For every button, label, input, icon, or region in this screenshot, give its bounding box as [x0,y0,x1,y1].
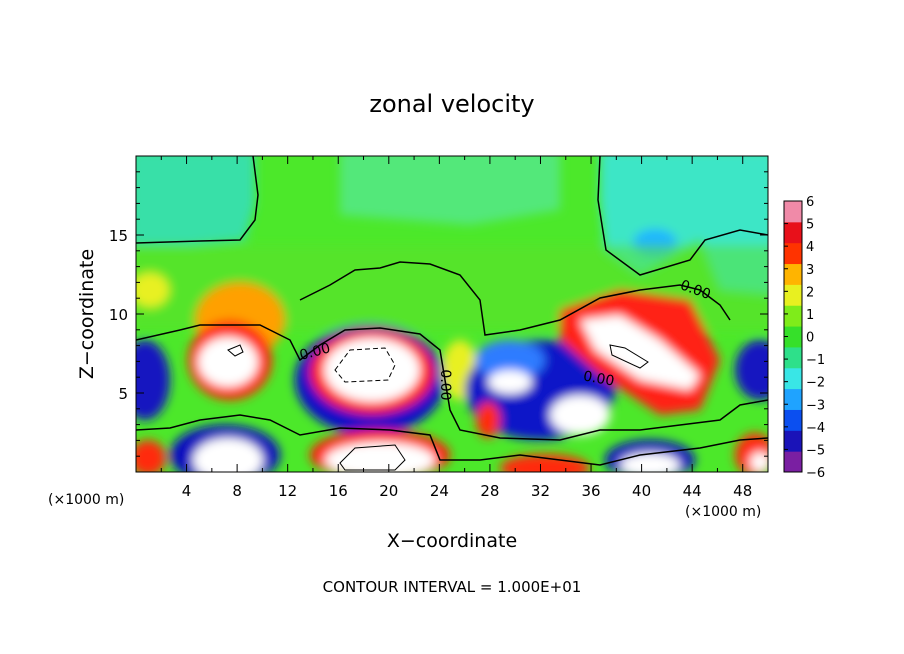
field-region-blue-right [735,340,768,400]
contour-label: 0.00 [437,369,453,400]
zero-contour-mid-band [136,324,768,441]
colorbar-label: 5 [806,218,814,233]
colorbar-label: −1 [806,353,825,368]
colorbar-label: −3 [806,398,825,413]
field-region-peak-right-low [750,452,768,472]
colorbar-swatch [784,242,802,265]
field-region-peak-40-low [620,453,680,472]
field-region-peak-29 [488,370,532,394]
colorbar-swatch [784,284,802,306]
field-region-peak-40 [580,315,700,390]
chart-title: zonal velocity [369,90,534,118]
x-tick-label: 48 [733,482,752,500]
y-axis: 5 10 15 [109,171,768,457]
x-tick-label: 8 [232,482,242,500]
colorbar-swatch [784,263,802,285]
colorbar-swatch [784,367,802,390]
zero-contour-lower-band [136,414,768,466]
colorbar-label: −2 [806,376,825,391]
zero-contour-upper-right [597,156,768,276]
colorbar-label: 6 [806,195,814,210]
colorbar-swatch [784,326,802,348]
colorbar-label: −5 [806,443,825,458]
contour-lines [136,156,768,471]
x-axis: 4 8 12 16 20 24 28 32 36 40 44 48 [160,156,752,500]
x-tick-label: 20 [379,482,398,500]
colorbar-label: 4 [806,240,814,255]
field-region-red-32-low [500,454,590,472]
field-region-upper-left [136,156,255,245]
colorbar-swatch [784,346,802,369]
colorbar-label: 2 [806,285,814,300]
field-region-peak-8 [198,337,258,387]
contour-interval-footer: CONTOUR INTERVAL = 1.000E+01 [323,578,582,596]
dashed-contour-18 [334,347,396,383]
field-region-peak-8-low [193,438,263,472]
peak-contour-8 [227,344,244,357]
zero-contour-upper-mid [299,261,731,336]
contour-label: 0.00 [582,368,615,389]
peak-contour-20-low [339,444,406,471]
x-tick-label: 24 [430,482,449,500]
x-tick-label: 16 [329,482,348,500]
field-region-lightblue-30 [475,340,545,380]
field-region-yellow-12 [136,272,170,308]
colorbar-swatch [784,430,802,452]
colorbar-label: 0 [806,331,814,346]
contour-label: 0.00 [298,340,332,364]
x-tick-label: 40 [632,482,651,500]
peak-contour-40 [609,344,649,369]
zero-contour-upper-left [136,156,259,244]
x-tick-label: 44 [683,482,702,500]
x-tick-label: 4 [182,482,192,500]
plot-area [136,156,768,472]
field-region-red-27-low [476,402,500,438]
x-unit-left: (×1000 m) [48,492,124,508]
field-region-red-left-low [136,440,166,472]
field-region-peak-30 [550,395,610,435]
colorbar-label: −4 [806,421,825,436]
colorbar-swatch [784,409,802,431]
field-region-peak-20-low [325,442,435,472]
y-tick-label: 10 [109,306,128,324]
x-tick-label: 12 [278,482,297,500]
y-axis-label: Z−coordinate [76,249,98,379]
x-tick-label: 28 [480,482,499,500]
x-axis-label: X−coordinate [387,530,517,552]
colorbar-swatch [784,221,802,244]
colorbar-swatch [784,201,802,223]
field-region-upper-mid [340,156,560,225]
colorbar-swatch [784,305,802,327]
x-tick-label: 36 [581,482,600,500]
colorbar-swatch [784,451,802,473]
x-tick-label: 32 [531,482,550,500]
colorbar-label: −6 [806,466,825,481]
x-unit-right: (×1000 m) [685,504,761,520]
colorbar-label: 1 [806,308,814,323]
velocity-field [136,156,768,472]
colorbar-swatch [784,388,802,410]
y-tick-label: 5 [118,385,128,403]
colorbar-label: 3 [806,263,814,278]
field-region-blue-left [136,340,170,420]
colorbar: 6 5 4 3 2 1 0 −1 −2 −3 −4 −5 −6 [783,195,825,481]
y-tick-label: 15 [109,227,128,245]
field-region-peak-18 [324,338,420,402]
